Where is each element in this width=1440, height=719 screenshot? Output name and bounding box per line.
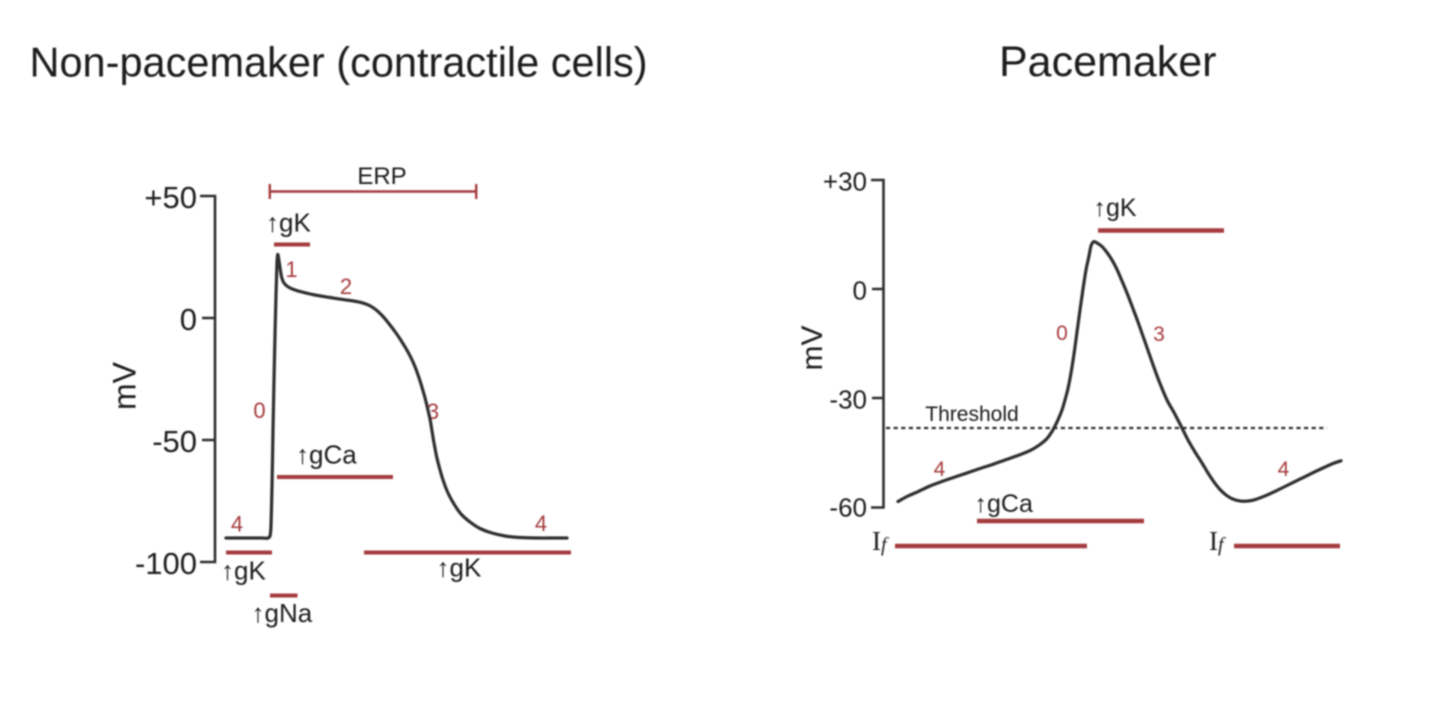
svg-text:-50: -50 — [152, 424, 197, 459]
svg-text:-100: -100 — [135, 546, 197, 581]
svg-text:↑gK: ↑gK — [437, 553, 482, 583]
svg-text:If: If — [1209, 526, 1226, 556]
svg-text:↑gK: ↑gK — [266, 208, 311, 238]
svg-text:Non-pacemaker (contractile cel: Non-pacemaker (contractile cells) — [30, 39, 648, 86]
svg-text:↑gCa: ↑gCa — [296, 440, 357, 470]
svg-text:Pacemaker: Pacemaker — [999, 38, 1216, 86]
svg-text:4: 4 — [1278, 458, 1290, 481]
svg-text:4: 4 — [535, 511, 547, 536]
svg-text:-60: -60 — [829, 492, 867, 522]
svg-text:1: 1 — [285, 257, 297, 282]
svg-text:4: 4 — [934, 458, 946, 481]
svg-text:mV: mV — [107, 361, 143, 410]
svg-text:-30: -30 — [829, 384, 867, 414]
svg-text:↑gCa: ↑gCa — [975, 490, 1033, 518]
svg-text:ERP: ERP — [357, 163, 406, 190]
svg-text:If: If — [872, 526, 889, 556]
svg-text:3: 3 — [1153, 323, 1165, 346]
svg-text:0: 0 — [253, 398, 265, 423]
svg-text:mV: mV — [796, 326, 829, 371]
svg-text:↑gK: ↑gK — [1094, 194, 1137, 222]
svg-text:Threshold: Threshold — [925, 403, 1018, 426]
svg-text:0: 0 — [180, 302, 197, 337]
svg-text:+50: +50 — [144, 180, 197, 215]
svg-text:↑gK: ↑gK — [221, 556, 266, 586]
svg-text:↑gNa: ↑gNa — [252, 598, 313, 628]
svg-text:+30: +30 — [823, 166, 867, 196]
svg-text:4: 4 — [231, 512, 243, 537]
svg-text:0: 0 — [853, 275, 867, 305]
svg-text:0: 0 — [1056, 322, 1068, 345]
svg-text:2: 2 — [340, 274, 352, 299]
